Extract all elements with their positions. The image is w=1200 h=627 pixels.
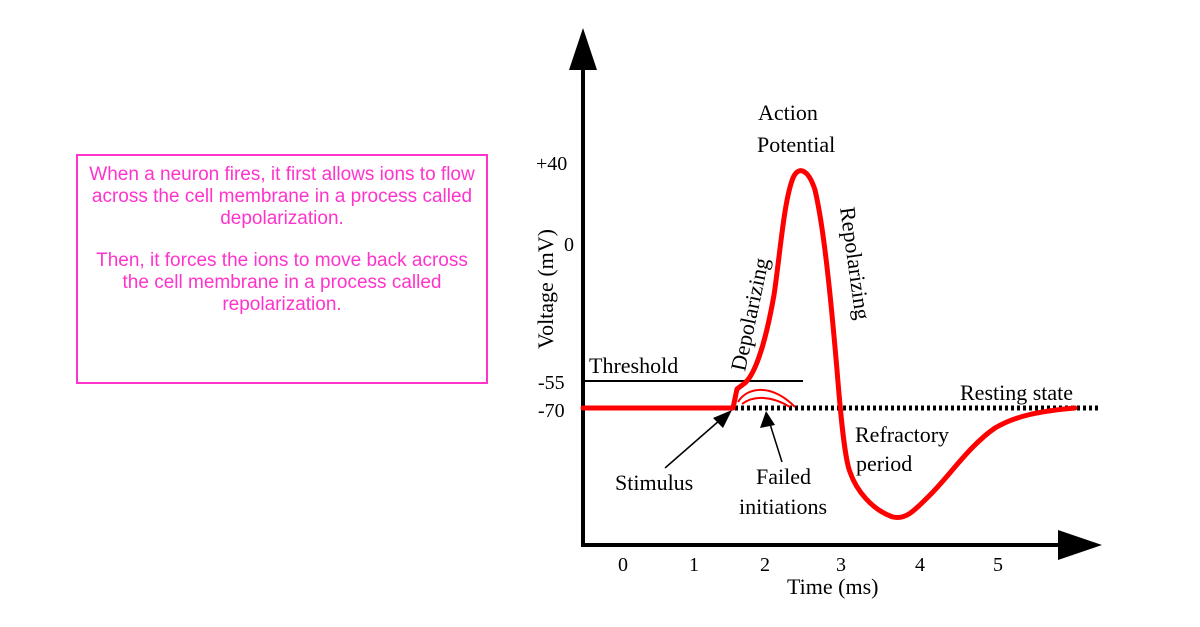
x-tick-1: 1 (689, 554, 699, 576)
resting-state-label: Resting state (960, 380, 1073, 405)
y-tick-plus-40: +40 (536, 153, 567, 175)
x-tick-4: 4 (915, 554, 925, 576)
stimulus-arrow-line (664, 419, 721, 469)
failed-initiation-curve-2 (741, 397, 791, 408)
y-axis-arrowhead (569, 28, 597, 70)
y-tick-minus-55: -55 (538, 372, 565, 394)
stimulus-label: Stimulus (615, 470, 693, 495)
repolarizing-label: Repolarizing (835, 205, 876, 321)
stimulus-arrowhead (713, 410, 732, 428)
y-axis-label: Voltage (mV) (533, 229, 558, 349)
y-tick-0: 0 (564, 234, 574, 256)
x-tick-5: 5 (993, 554, 1003, 576)
failed-initiations-label-line1: Failed (756, 464, 811, 489)
x-axis-label: Time (ms) (787, 574, 878, 599)
failed-initiations-label-line2: initiations (739, 494, 827, 519)
refractory-label-line2: period (856, 451, 912, 476)
refractory-label-line1: Refractory (855, 422, 949, 447)
threshold-label: Threshold (589, 353, 678, 378)
action-potential-label-line1: Action (758, 100, 818, 125)
explanation-box: When a neuron fires, it first allows ion… (76, 154, 488, 384)
failed-initiation-curve-1 (737, 388, 796, 408)
action-potential-curve (580, 168, 1078, 521)
explanation-paragraph-depolarization: When a neuron fires, it first allows ion… (89, 164, 475, 229)
x-axis-arrowhead (1058, 530, 1102, 560)
y-tick-minus-70: -70 (538, 400, 565, 422)
depolarizing-label: Depolarizing (725, 255, 773, 373)
failed-initiations-arrowhead (760, 411, 775, 428)
explanation-paragraph-repolarization: Then, it forces the ions to move back ac… (96, 250, 468, 315)
x-tick-3: 3 (836, 554, 846, 576)
failed-initiations-arrow-line (769, 423, 783, 463)
x-tick-2: 2 (760, 554, 770, 576)
x-tick-0: 0 (618, 554, 628, 576)
action-potential-label-line2: Potential (757, 132, 835, 157)
